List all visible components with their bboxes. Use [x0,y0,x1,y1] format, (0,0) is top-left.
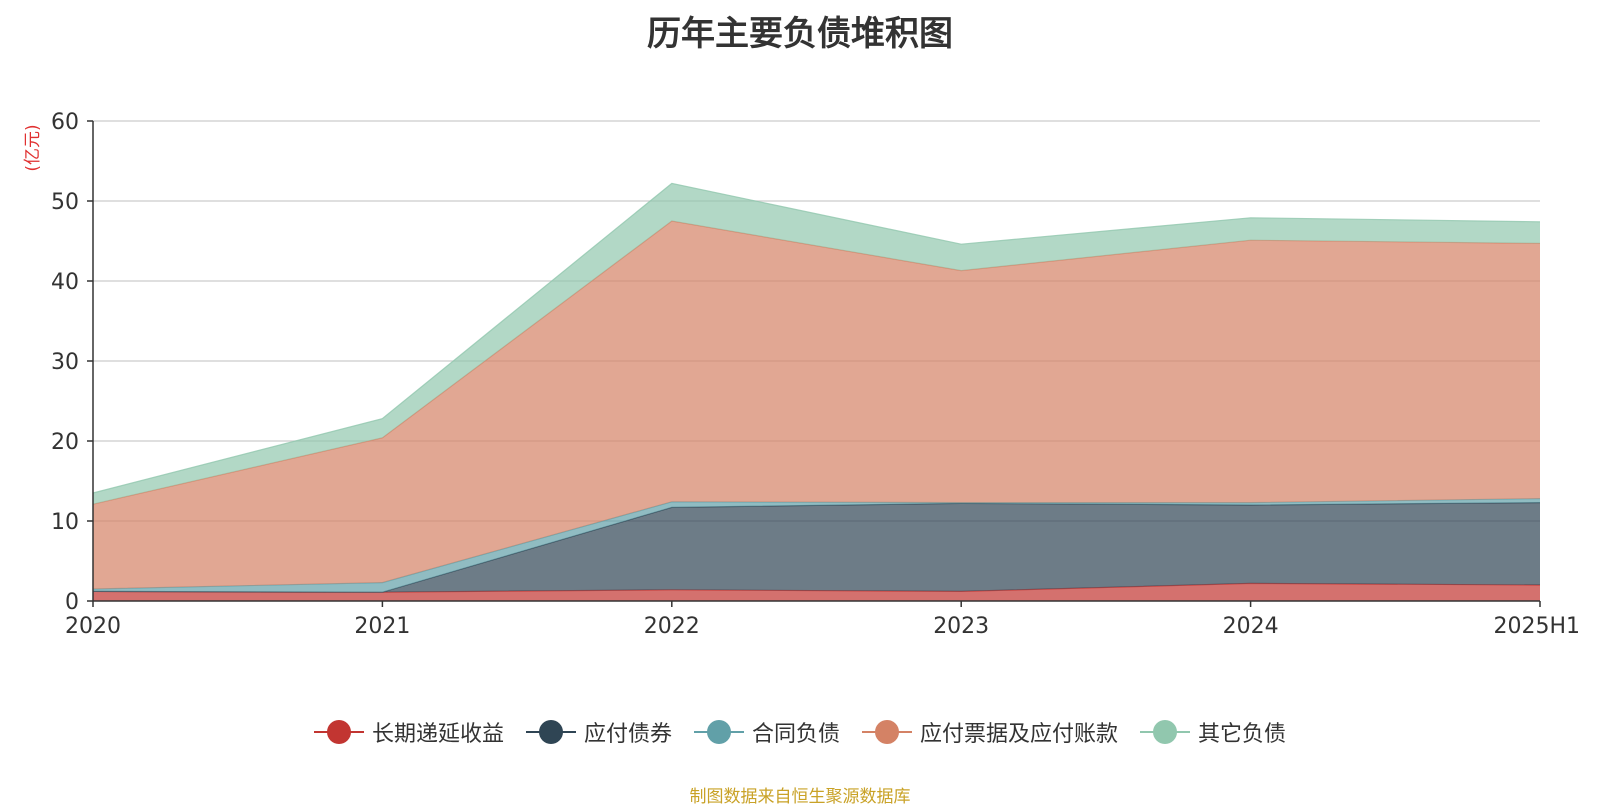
legend-label: 其它负债 [1198,722,1287,747]
y-tick-label-5: 50 [51,190,79,215]
y-tick-label-4: 40 [51,270,79,295]
area-series-line-4 [92,182,1541,494]
legend-label: 应付债券 [583,722,672,747]
y-tick-label-2: 20 [51,430,79,455]
chart-title: 历年主要负债堆积图 [647,14,953,54]
legend-label: 合同负债 [751,722,840,747]
y-axis-unit-label: (亿元) [23,124,43,171]
area-series-group [92,182,1541,601]
source-note: 制图数据来自恒生聚源数据库 [689,787,911,807]
area-series-3 [93,221,1540,589]
legend: 长期递延收益 应付债券 合同负债 应付票据及应付账款 其它负债 [0,716,1600,748]
y-tick-label-3: 30 [51,350,79,375]
axes: 0 10 20 30 40 50 60 2020 2021 2022 2023 2024 2025H1 [51,110,1580,639]
legend-marker-icon [525,720,576,744]
legend-item-2[interactable]: 合同负债 [693,716,840,748]
y-tick-label-6: 60 [51,110,79,135]
area-series-2 [93,498,1540,593]
x-tick-label-5: 2025H1 [1493,614,1580,639]
x-tick-label-4: 2024 [1223,614,1279,639]
legend-marker-icon [693,720,744,744]
legend-item-4[interactable]: 其它负债 [1140,716,1286,748]
legend-marker-icon [862,720,912,744]
legend-item-1[interactable]: 应付债券 [525,716,672,748]
legend-item-3[interactable]: 应付票据及应付账款 [862,716,1118,748]
area-series-0 [93,583,1540,601]
x-tick-label-3: 2023 [933,614,989,639]
legend-label: 长期递延收益 [371,722,504,747]
x-tick-label-2: 2022 [644,614,700,639]
legend-marker-icon [313,720,364,744]
legend-marker-icon [1140,720,1191,744]
y-tick-label-1: 10 [51,510,79,535]
legend-item-0[interactable]: 长期递延收益 [313,716,504,748]
x-tick-label-1: 2021 [354,614,410,639]
x-tick-label-0: 2020 [65,614,121,639]
y-tick-label-0: 0 [65,590,79,615]
area-series-1 [93,502,1540,593]
legend-label: 应付票据及应付账款 [920,722,1119,747]
